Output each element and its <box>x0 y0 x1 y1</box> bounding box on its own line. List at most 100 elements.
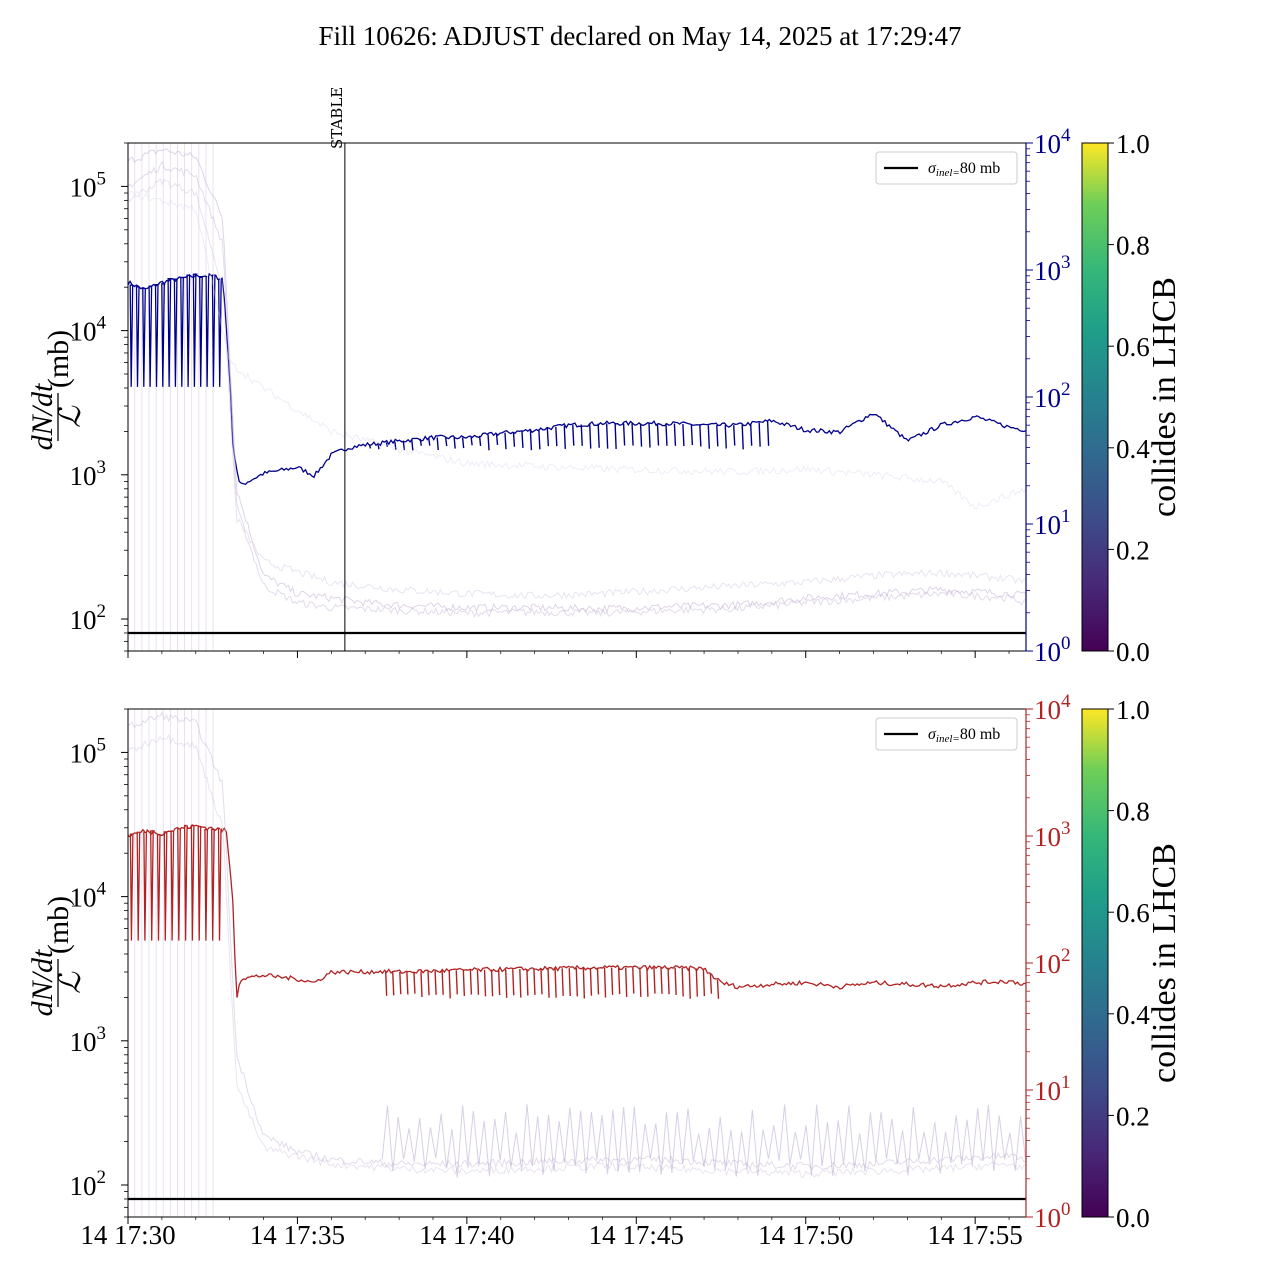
bunch-dip-mark <box>441 970 444 995</box>
legend-label: σinel=80 mb <box>928 726 1000 745</box>
bunch-dip-mark <box>631 423 634 446</box>
y-label-numerator: dN/dt <box>26 383 59 450</box>
y-axis-label: dN/dtℒ (mb) <box>26 330 87 451</box>
bunch-dip-mark <box>399 971 402 995</box>
colorbar-tick-label: 0.2 <box>1116 1101 1150 1131</box>
bunch-dip-mark <box>512 431 516 447</box>
bunch-dip-mark <box>653 967 656 994</box>
bunch-dip-mark <box>385 442 389 447</box>
bunch-dip-mark <box>490 969 494 997</box>
bottom-panel: 102 103 104 105 100 101 102 103 104 14 17:30 14 17… <box>26 691 1071 1250</box>
x-tick-label: 14 17:45 <box>589 1220 684 1250</box>
bunch-dip-mark <box>434 970 437 995</box>
bunch-dip-mark <box>622 423 626 446</box>
plot-area <box>128 709 1026 1217</box>
bunch-dip-mark <box>368 444 372 449</box>
colorbar-tick-label: 1.0 <box>1116 695 1150 725</box>
background-series-line <box>128 733 1026 1178</box>
colorbar-tick-label: 0.6 <box>1116 898 1150 928</box>
bunch-dip-mark <box>632 967 635 994</box>
bunch-dip-mark <box>483 969 487 997</box>
bunch-dip-mark <box>572 424 575 446</box>
bunch-dip-mark <box>546 428 550 447</box>
bunch-dip-mark <box>444 437 448 447</box>
bunch-dip-mark <box>674 967 677 995</box>
y-axis-label: dN/dtℒ (mb) <box>26 896 87 1017</box>
bunch-dip-mark <box>476 969 480 995</box>
bunch-dip-mark <box>547 968 550 998</box>
bunch-dip-mark <box>529 430 533 451</box>
y-label-unit: (mb) <box>42 330 75 388</box>
bunch-dip-mark <box>582 967 586 999</box>
bunch-dip-mark <box>741 424 744 450</box>
bunch-dip-mark <box>589 967 593 996</box>
right-y-tick-label: 101 <box>1034 1072 1071 1106</box>
bunch-dip-mark <box>526 968 529 996</box>
bunch-dip-mark <box>533 968 536 995</box>
bunch-dip-mark <box>617 967 621 995</box>
bunch-dip-mark <box>540 968 543 995</box>
colorbar-tick-label: 0.8 <box>1116 231 1150 261</box>
bunch-dip-mark <box>766 421 770 446</box>
colorbar-tick-label: 0.0 <box>1116 637 1150 667</box>
bunch-dip-mark <box>733 425 736 446</box>
right-y-tick-label: 102 <box>1034 379 1071 413</box>
bunch-dip-mark <box>402 440 406 451</box>
bunch-dip-mark <box>563 425 566 449</box>
bunch-dip-mark <box>690 424 694 446</box>
x-tick-label: 14 17:30 <box>80 1220 175 1250</box>
bunch-dip-mark <box>589 424 592 449</box>
right-y-tick-label: 102 <box>1034 945 1071 979</box>
bunch-dip-mark <box>665 423 668 446</box>
bunch-dip-mark <box>504 432 507 450</box>
figure-title: Fill 10626: ADJUST declared on May 14, 2… <box>319 21 962 51</box>
bunch-dip-mark <box>667 967 670 995</box>
bunch-dip-mark <box>469 969 473 995</box>
bunch-dip-mark <box>561 968 564 996</box>
bunch-dip-mark <box>555 426 558 447</box>
bunch-dip-mark <box>478 435 482 446</box>
bunch-dip-mark <box>749 423 753 446</box>
x-tick-label: 14 17:35 <box>250 1220 345 1250</box>
bunch-dip-mark <box>384 971 388 996</box>
bunch-dip-mark <box>625 967 628 997</box>
colorbar-label: collides in LHCB <box>1146 277 1183 517</box>
data-series-line <box>128 824 1026 998</box>
bunch-dip-mark <box>420 971 423 998</box>
background-series-line <box>128 177 1026 600</box>
right-y-tick-label: 100 <box>1034 1199 1071 1233</box>
colorbar-tick-label: 0.4 <box>1116 434 1150 464</box>
bunch-dip-mark <box>614 423 617 449</box>
y-tick-label: 103 <box>70 1023 107 1057</box>
bunch-dip-mark <box>554 968 557 998</box>
y-label-unit: (mb) <box>42 896 75 954</box>
y-label-denominator: ℒ <box>54 971 87 994</box>
y-tick-label: 105 <box>70 168 107 202</box>
axes-frame <box>127 142 1027 652</box>
colorbar-tick-label: 0.2 <box>1116 535 1150 565</box>
bunch-dip-mark <box>660 967 663 994</box>
bunch-dip-mark <box>497 969 501 996</box>
bunch-dip-mark <box>427 971 430 996</box>
right-y-tick-label: 100 <box>1034 633 1071 667</box>
y-tick-label: 104 <box>70 313 107 347</box>
bunch-dip-mark <box>603 967 607 998</box>
legend-box <box>875 151 1018 185</box>
bunch-dip-mark <box>392 971 395 996</box>
plot-area <box>128 143 1026 651</box>
bunch-dip-mark <box>597 423 600 448</box>
bunch-dip-mark <box>596 967 600 995</box>
colorbar-tick-label: 0.8 <box>1116 797 1150 827</box>
bunch-dip-mark <box>709 973 713 994</box>
background-series-line <box>128 190 1026 510</box>
bunch-dip-mark <box>646 967 649 997</box>
y-tick-label: 102 <box>70 601 107 635</box>
bunch-dip-mark <box>519 969 522 998</box>
bunch-dip-mark <box>580 424 583 446</box>
bunch-dip-mark <box>682 424 685 447</box>
x-tick-label: 14 17:55 <box>928 1220 1023 1250</box>
bunch-dip-mark <box>673 423 677 446</box>
x-tick-label: 14 17:40 <box>419 1220 514 1250</box>
x-tick-label: 14 17:50 <box>758 1220 853 1250</box>
